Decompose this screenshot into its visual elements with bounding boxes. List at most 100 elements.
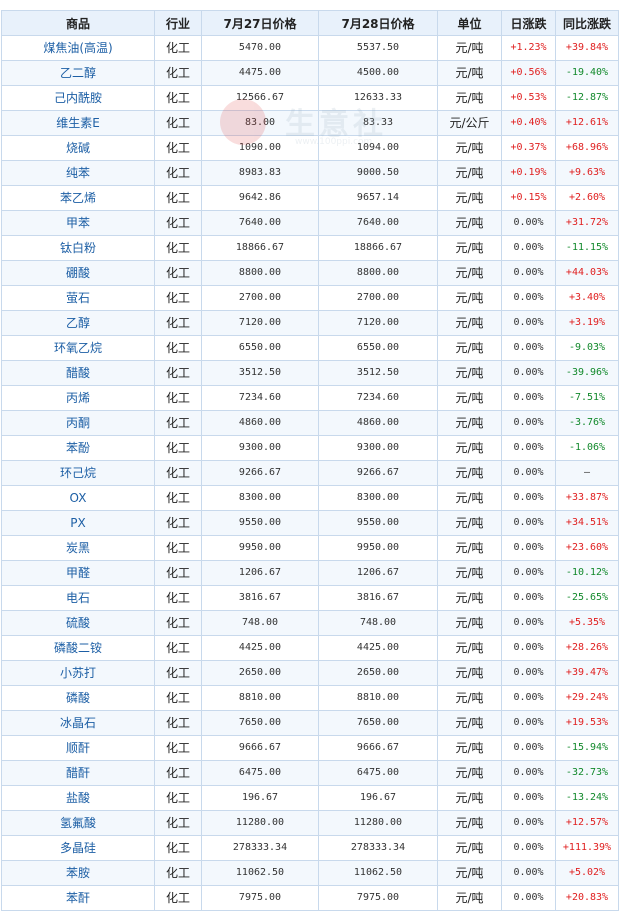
commodity-link[interactable]: 萤石 [1,285,155,311]
commodity-link[interactable]: 维生素E [1,110,155,136]
table-row: 氢氟酸 化工 11280.00 11280.00 元/吨 0.00% +12.57% [1,810,619,836]
commodity-link[interactable]: 苯乙烯 [1,185,155,211]
unit-cell: 元/吨 [437,85,502,111]
price-jul28-cell: 7120.00 [318,310,438,336]
commodity-link[interactable]: 环己烷 [1,460,155,486]
header-commodity[interactable]: 商品 [1,10,155,36]
price-jul28-cell: 18866.67 [318,235,438,261]
price-jul28-cell: 4860.00 [318,410,438,436]
commodity-link[interactable]: PX [1,510,155,536]
unit-cell: 元/吨 [437,835,502,861]
table-row: 维生素E 化工 83.00 83.33 元/公斤 +0.40% +12.61% [1,110,619,136]
price-jul27-cell: 8300.00 [201,485,319,511]
commodity-link[interactable]: 电石 [1,585,155,611]
price-jul27-cell: 7975.00 [201,885,319,911]
commodity-link[interactable]: 盐酸 [1,785,155,811]
table-row: 醋酐 化工 6475.00 6475.00 元/吨 0.00% -32.73% [1,760,619,786]
price-jul28-cell: 3512.50 [318,360,438,386]
price-table: 商品 行业 7月27日价格 7月28日价格 单位 日涨跌 同比涨跌 煤焦油(高温… [1,10,619,911]
price-jul27-cell: 4475.00 [201,60,319,86]
commodity-link[interactable]: 磷酸二铵 [1,635,155,661]
yoy-change-cell: +44.03% [555,260,619,286]
daily-change-cell: 0.00% [501,635,556,661]
table-row: 烧碱 化工 1090.00 1094.00 元/吨 +0.37% +68.96% [1,135,619,161]
commodity-link[interactable]: 氢氟酸 [1,810,155,836]
price-jul28-cell: 9657.14 [318,185,438,211]
table-row: 钛白粉 化工 18866.67 18866.67 元/吨 0.00% -11.15% [1,235,619,261]
commodity-link[interactable]: 己内酰胺 [1,85,155,111]
header-daily-change[interactable]: 日涨跌 [501,10,556,36]
price-jul27-cell: 7234.60 [201,385,319,411]
yoy-change-cell: +29.24% [555,685,619,711]
unit-cell: 元/吨 [437,660,502,686]
price-jul28-cell: 748.00 [318,610,438,636]
industry-cell: 化工 [154,185,202,211]
industry-cell: 化工 [154,860,202,886]
header-unit[interactable]: 单位 [437,10,502,36]
unit-cell: 元/吨 [437,635,502,661]
commodity-link[interactable]: 钛白粉 [1,235,155,261]
commodity-link[interactable]: 醋酸 [1,360,155,386]
table-row: PX 化工 9550.00 9550.00 元/吨 0.00% +34.51% [1,510,619,536]
header-yoy-change[interactable]: 同比涨跌 [555,10,619,36]
daily-change-cell: +0.19% [501,160,556,186]
commodity-link[interactable]: 烧碱 [1,135,155,161]
commodity-link[interactable]: OX [1,485,155,511]
daily-change-cell: 0.00% [501,510,556,536]
header-price-jul27[interactable]: 7月27日价格 [201,10,319,36]
industry-cell: 化工 [154,35,202,61]
price-jul28-cell: 9550.00 [318,510,438,536]
daily-change-cell: 0.00% [501,810,556,836]
header-industry[interactable]: 行业 [154,10,202,36]
table-row: 煤焦油(高温) 化工 5470.00 5537.50 元/吨 +1.23% +39.84% [1,35,619,61]
unit-cell: 元/吨 [437,35,502,61]
industry-cell: 化工 [154,485,202,511]
industry-cell: 化工 [154,110,202,136]
daily-change-cell: 0.00% [501,435,556,461]
table-row: 冰晶石 化工 7650.00 7650.00 元/吨 0.00% +19.53% [1,710,619,736]
commodity-link[interactable]: 苯胺 [1,860,155,886]
commodity-link[interactable]: 纯苯 [1,160,155,186]
industry-cell: 化工 [154,385,202,411]
industry-cell: 化工 [154,560,202,586]
table-row: 丙烯 化工 7234.60 7234.60 元/吨 0.00% -7.51% [1,385,619,411]
price-jul27-cell: 8983.83 [201,160,319,186]
commodity-link[interactable]: 多晶硅 [1,835,155,861]
commodity-link[interactable]: 冰晶石 [1,710,155,736]
price-jul28-cell: 8810.00 [318,685,438,711]
commodity-link[interactable]: 苯酐 [1,885,155,911]
commodity-link[interactable]: 炭黑 [1,535,155,561]
commodity-link[interactable]: 硼酸 [1,260,155,286]
yoy-change-cell: -15.94% [555,735,619,761]
commodity-link[interactable]: 丙酮 [1,410,155,436]
commodity-link[interactable]: 乙二醇 [1,60,155,86]
commodity-link[interactable]: 顺酐 [1,735,155,761]
commodity-link[interactable]: 醋酐 [1,760,155,786]
industry-cell: 化工 [154,235,202,261]
price-jul27-cell: 9550.00 [201,510,319,536]
price-jul28-cell: 6475.00 [318,760,438,786]
unit-cell: 元/吨 [437,435,502,461]
unit-cell: 元/公斤 [437,110,502,136]
price-jul27-cell: 4425.00 [201,635,319,661]
price-jul28-cell: 196.67 [318,785,438,811]
yoy-change-cell: +68.96% [555,135,619,161]
unit-cell: 元/吨 [437,285,502,311]
yoy-change-cell: +19.53% [555,710,619,736]
commodity-link[interactable]: 磷酸 [1,685,155,711]
commodity-link[interactable]: 甲苯 [1,210,155,236]
commodity-link[interactable]: 乙醇 [1,310,155,336]
table-row: 乙二醇 化工 4475.00 4500.00 元/吨 +0.56% -19.40% [1,60,619,86]
commodity-link[interactable]: 硫酸 [1,610,155,636]
commodity-link[interactable]: 丙烯 [1,385,155,411]
price-jul28-cell: 1094.00 [318,135,438,161]
commodity-link[interactable]: 小苏打 [1,660,155,686]
daily-change-cell: +0.40% [501,110,556,136]
header-price-jul28[interactable]: 7月28日价格 [318,10,438,36]
commodity-link[interactable]: 煤焦油(高温) [1,35,155,61]
price-jul28-cell: 4425.00 [318,635,438,661]
industry-cell: 化工 [154,760,202,786]
commodity-link[interactable]: 甲醛 [1,560,155,586]
commodity-link[interactable]: 苯酚 [1,435,155,461]
commodity-link[interactable]: 环氧乙烷 [1,335,155,361]
